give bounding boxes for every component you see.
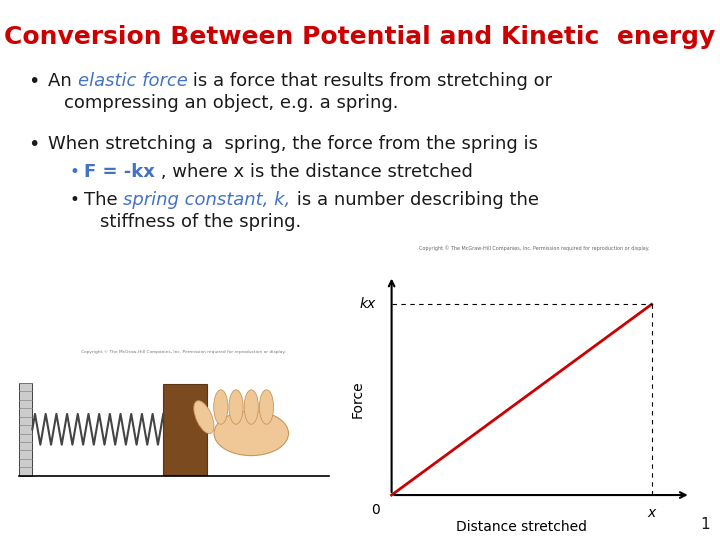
Ellipse shape — [259, 390, 274, 424]
Text: Distance stretched: Distance stretched — [456, 520, 587, 534]
Text: •: • — [28, 72, 40, 91]
Text: An: An — [48, 72, 78, 90]
Text: 1: 1 — [701, 517, 710, 532]
Text: , where x is the distance stretched: , where x is the distance stretched — [155, 163, 473, 181]
Bar — [163, 383, 207, 475]
Text: spring constant, k,: spring constant, k, — [123, 191, 291, 209]
Ellipse shape — [214, 411, 289, 456]
Bar — [19, 383, 32, 476]
Text: elastic force: elastic force — [78, 72, 187, 90]
Ellipse shape — [214, 390, 228, 424]
Text: •: • — [70, 163, 80, 181]
Ellipse shape — [229, 390, 243, 424]
Text: kx: kx — [360, 298, 376, 312]
Text: Copyright © The McGraw-Hill Companies, Inc. Permission required for reproduction: Copyright © The McGraw-Hill Companies, I… — [420, 245, 649, 251]
Ellipse shape — [194, 401, 214, 434]
Text: •: • — [28, 135, 40, 154]
Text: When stretching a  spring, the force from the spring is: When stretching a spring, the force from… — [48, 135, 538, 153]
Text: is a number describing the: is a number describing the — [291, 191, 539, 209]
Text: The: The — [84, 191, 123, 209]
Text: F = -kx: F = -kx — [84, 163, 155, 181]
Text: x: x — [647, 507, 656, 521]
Text: •: • — [70, 191, 80, 209]
Text: compressing an object, e.g. a spring.: compressing an object, e.g. a spring. — [64, 94, 398, 112]
Text: Conversion Between Potential and Kinetic  energy: Conversion Between Potential and Kinetic… — [4, 25, 716, 49]
Text: stiffness of the spring.: stiffness of the spring. — [100, 213, 301, 231]
Text: 0: 0 — [372, 503, 380, 517]
Text: is a force that results from stretching or: is a force that results from stretching … — [187, 72, 552, 90]
Ellipse shape — [244, 390, 258, 424]
Text: Force: Force — [351, 381, 365, 418]
Text: Copyright © The McGraw-Hill Companies, Inc. Permission required for reproduction: Copyright © The McGraw-Hill Companies, I… — [81, 350, 286, 354]
